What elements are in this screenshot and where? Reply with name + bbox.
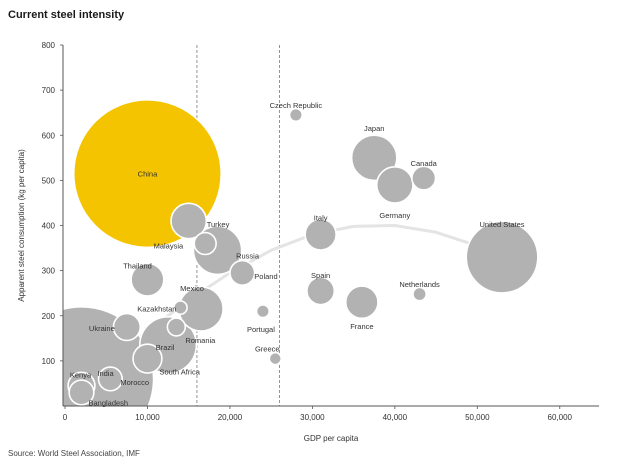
bubble-greece: [268, 351, 283, 366]
bubble-label-netherlands: Netherlands: [399, 280, 440, 289]
bubble-label-canada: Canada: [411, 159, 438, 168]
bubble-portugal: [255, 304, 271, 319]
y-tick-label: 100: [42, 357, 56, 366]
bubble-label-greece: Greece: [255, 345, 280, 354]
chart-title: Current steel intensity: [8, 9, 125, 21]
bubble-germany: [375, 165, 414, 204]
bubble-united-states: [465, 220, 539, 294]
bubble-label-india: India: [97, 369, 114, 378]
bubble-label-poland: Poland: [254, 272, 277, 281]
bubble-label-malaysia: Malaysia: [154, 242, 184, 251]
bubble-poland: [229, 259, 256, 287]
bubble-italy: [304, 218, 337, 251]
y-tick-label: 800: [42, 41, 56, 50]
x-axis-label: GDP per capita: [304, 434, 359, 443]
y-tick-label: 700: [42, 86, 56, 95]
bubble-romania: [166, 317, 187, 337]
bubble-label-japan: Japan: [364, 124, 384, 133]
bubble-thailand: [130, 262, 165, 297]
x-tick-label: 0: [63, 413, 68, 422]
bubble-label-czech-republic: Czech Republic: [270, 101, 323, 110]
bubble-label-united-states: United States: [480, 220, 525, 229]
bubble-label-south-africa: South Africa: [159, 368, 200, 377]
y-tick-label: 600: [42, 131, 56, 140]
bubble-canada: [411, 165, 437, 191]
y-tick-label: 300: [42, 267, 56, 276]
bubble-label-morocco: Morocco: [120, 378, 149, 387]
bubble-label-ukraine: Ukraine: [89, 324, 115, 333]
bubble-south-africa: [132, 343, 163, 374]
x-tick-label: 60,000: [548, 413, 573, 422]
bubble-france: [344, 285, 379, 320]
bubble-label-kazakhstan: Kazakhstan: [137, 305, 176, 314]
bubble-label-bangladesh: Bangladesh: [88, 398, 128, 407]
bubble-label-spain: Spain: [311, 271, 330, 280]
bubble-turkey: [170, 202, 208, 240]
bubble-label-kenya: Kenya: [70, 371, 92, 380]
bubble-label-germany: Germany: [379, 211, 410, 220]
bubble-label-italy: Italy: [314, 214, 328, 223]
x-tick-label: 30,000: [300, 413, 325, 422]
y-tick-label: 400: [42, 222, 56, 231]
x-tick-label: 10,000: [135, 413, 160, 422]
bubble-label-russia: Russia: [236, 251, 260, 260]
bubble-bangladesh: [68, 379, 95, 406]
bubble-spain: [306, 276, 336, 306]
y-tick-label: 500: [42, 176, 56, 185]
bubble-label-turkey: Turkey: [207, 220, 230, 229]
bubble-label-romania: Romania: [185, 336, 216, 345]
bubble-malaysia: [193, 231, 217, 256]
plot-area: [63, 99, 539, 406]
bubble-label-mexico: Mexico: [180, 284, 204, 293]
x-tick-label: 40,000: [383, 413, 408, 422]
bubble-label-france: France: [350, 322, 373, 331]
x-tick-label: 50,000: [465, 413, 490, 422]
bubble-ukraine: [112, 312, 142, 342]
bubble-label-china: China: [138, 170, 158, 179]
bubble-label-portugal: Portugal: [247, 325, 275, 334]
source-note: Source: World Steel Association, IMF: [8, 449, 140, 458]
x-tick-label: 20,000: [218, 413, 243, 422]
y-tick-label: 200: [42, 312, 56, 321]
bubble-kazakhstan: [173, 300, 188, 316]
y-axis-label: Apparent steel consumption (kg per capit…: [17, 149, 26, 302]
bubble-label-thailand: Thailand: [123, 262, 152, 271]
bubble-czech-republic: [288, 107, 304, 123]
bubble-label-brazil: Brazil: [156, 343, 175, 352]
bubble-netherlands: [412, 286, 428, 302]
bubble-morocco: [97, 366, 123, 392]
